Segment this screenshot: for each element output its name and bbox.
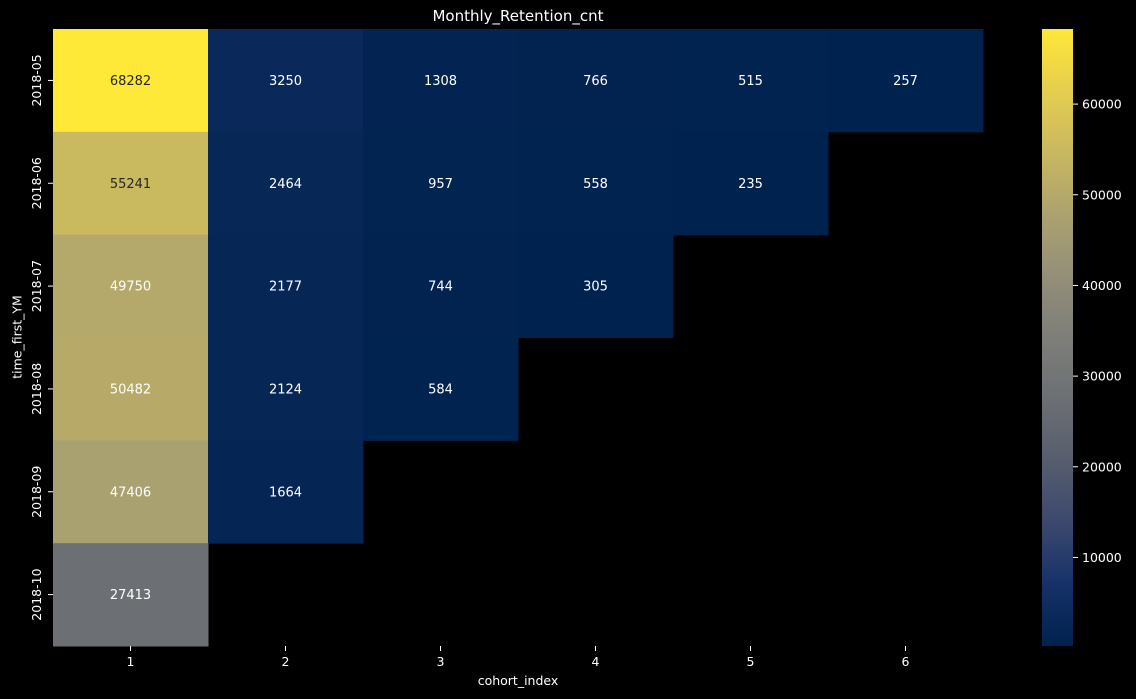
heatmap-cell [53, 131, 209, 236]
heatmap-cell [208, 29, 364, 133]
cell-value-label: 55241 [110, 177, 151, 192]
x-tick-label: 1 [127, 654, 135, 669]
cell-value-label: 957 [428, 177, 453, 192]
x-tick-label: 5 [747, 654, 755, 669]
heatmap-cell [208, 234, 364, 338]
cell-value-label: 3250 [269, 74, 302, 89]
heatmap-cell [673, 29, 829, 133]
y-tick-label: 2018-06 [29, 157, 44, 209]
cell-value-label: 50482 [110, 382, 151, 397]
colorbar-tick-label: 30000 [1082, 369, 1122, 384]
y-tick-label: 2018-05 [29, 54, 44, 106]
cell-value-label: 584 [428, 382, 453, 397]
heatmap-cell [363, 234, 519, 338]
cell-value-label: 305 [583, 280, 608, 295]
cell-value-label: 235 [738, 177, 763, 192]
colorbar-tick-label: 20000 [1082, 459, 1122, 474]
heatmap-cell [673, 131, 829, 236]
colorbar-tick-label: 60000 [1082, 97, 1122, 112]
heatmap-cell [53, 543, 209, 647]
y-tick-label: 2018-08 [29, 363, 44, 415]
colorbar: 10000 20000 30000 40000 50000 60000 [1042, 29, 1122, 646]
heatmap-cell [53, 234, 209, 338]
cell-value-label: 2464 [269, 177, 302, 192]
y-tick-label: 2018-07 [29, 260, 44, 312]
cell-value-label: 2124 [269, 382, 302, 397]
cell-value-label: 2177 [269, 280, 302, 295]
cell-value-label: 558 [583, 177, 608, 192]
heatmap-cell [208, 131, 364, 236]
colorbar-bar [1042, 29, 1073, 646]
x-tick-label: 3 [437, 654, 445, 669]
heatmap-cell [828, 29, 984, 133]
cell-value-label: 766 [583, 74, 608, 89]
x-axis-ticks: 1 2 3 4 5 6 [127, 646, 910, 669]
heatmap-cell [363, 29, 519, 133]
colorbar-tick-label: 40000 [1082, 278, 1122, 293]
heatmap-cell [53, 337, 209, 441]
heatmap-cell [363, 131, 519, 236]
heatmap-cell [518, 234, 674, 338]
cell-value-label: 257 [893, 74, 918, 89]
heatmap-cell [518, 29, 674, 133]
cell-value-label: 49750 [110, 280, 151, 295]
heatmap-cell [363, 337, 519, 441]
cell-value-label: 1308 [424, 74, 457, 89]
colorbar-tick-label: 10000 [1082, 550, 1122, 565]
cell-value-label: 47406 [110, 485, 151, 500]
x-tick-label: 6 [902, 654, 910, 669]
cell-value-label: 27413 [110, 588, 151, 603]
cell-value-label: 1664 [269, 485, 302, 500]
heatmap-cell [53, 29, 209, 133]
cell-labels: 68282 3250 1308 766 515 257 55241 2464 957 558 235… [110, 74, 918, 603]
cell-value-label: 68282 [110, 74, 151, 89]
heatmap-cell [53, 440, 209, 544]
cell-value-label: 744 [428, 280, 453, 295]
y-tick-label: 2018-10 [29, 568, 44, 620]
heatmap-cell [208, 440, 364, 544]
x-tick-label: 2 [282, 654, 290, 669]
heatmap-cell [518, 131, 674, 236]
y-tick-label: 2018-09 [29, 466, 44, 518]
heatmap-cell [208, 337, 364, 441]
heatmap-cells [53, 29, 984, 647]
x-axis-label: cohort_index [477, 673, 559, 688]
chart-title: Monthly_Retention_cnt [432, 7, 604, 25]
colorbar-tick-label: 50000 [1082, 187, 1122, 202]
x-tick-label: 4 [592, 654, 600, 669]
y-axis-ticks: 2018-05 2018-06 2018-07 2018-08 2018-09 2018-… [29, 54, 53, 621]
cell-value-label: 515 [738, 74, 763, 89]
